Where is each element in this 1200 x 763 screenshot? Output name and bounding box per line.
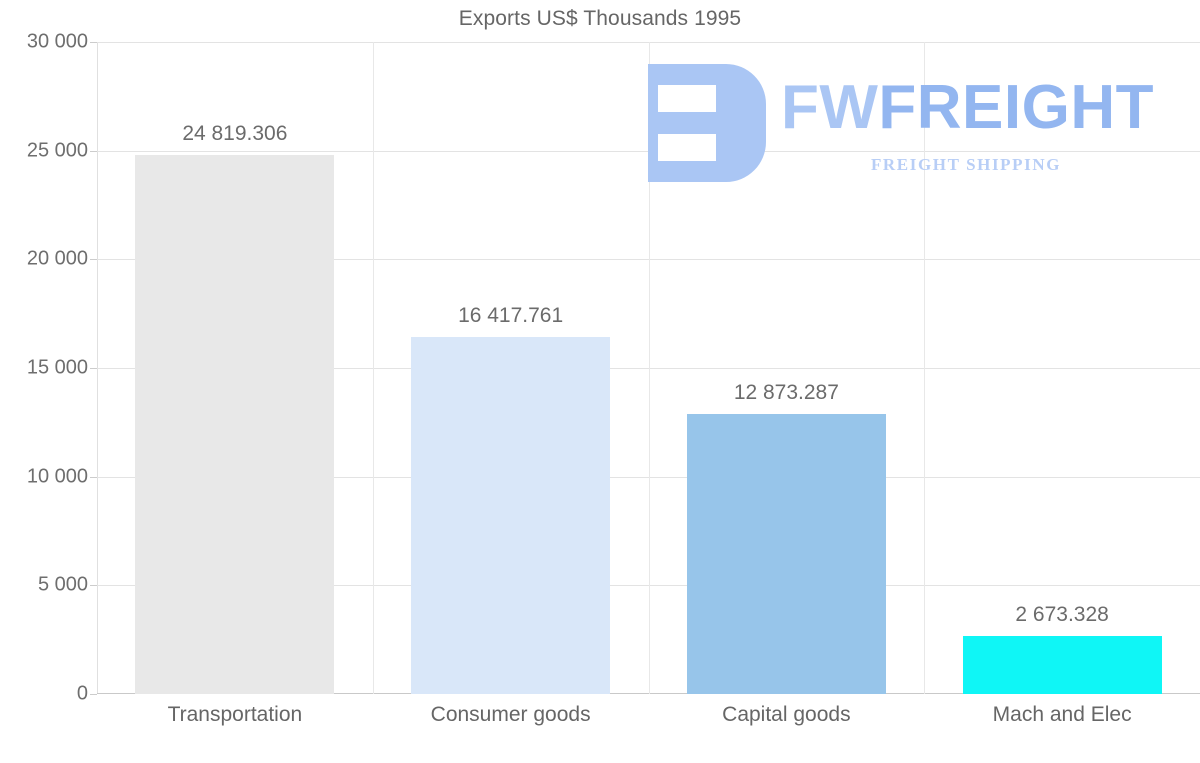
bar-transportation[interactable] — [135, 154, 335, 694]
y-axis-tick-mark — [90, 259, 97, 261]
bar-capital-goods[interactable] — [686, 414, 886, 694]
y-axis-tick-label: 20 000 — [26, 247, 88, 270]
gridline-vertical — [373, 42, 374, 694]
y-axis-tick-mark — [90, 368, 97, 369]
x-axis-baseline — [97, 693, 1200, 694]
y-axis-tick-label: 5 000 — [37, 573, 88, 596]
gridline-horizontal — [97, 259, 1200, 261]
y-axis-tick-mark — [90, 585, 97, 587]
bar-value-label: 24 819.306 — [182, 121, 288, 145]
y-axis-tick-mark — [90, 42, 97, 43]
gridline-horizontal — [97, 42, 1200, 43]
bar-value-label: 16 417.761 — [458, 304, 564, 328]
bar-value-label: 12 873.287 — [733, 381, 839, 405]
bar-mach-and-elec[interactable] — [962, 635, 1162, 694]
y-axis-tick-mark — [90, 694, 97, 695]
y-axis-tick-label: 30 000 — [26, 30, 88, 53]
y-axis-tick-mark — [90, 476, 97, 478]
gridline-horizontal — [97, 476, 1200, 478]
x-axis-tick-label: Mach and Elec — [992, 703, 1132, 726]
y-axis-tick-label: 25 000 — [26, 139, 88, 162]
y-axis-tick-mark — [90, 150, 97, 152]
plot-area: 24 819.306 16 417.761 12 873.287 2 673.328 — [90, 42, 1200, 695]
y-axis-tick-label: 0 — [76, 682, 88, 705]
x-axis-tick-label: Capital goods — [722, 703, 851, 726]
bar-consumer-goods[interactable] — [411, 337, 611, 694]
gridline-horizontal — [97, 368, 1200, 369]
y-axis-tick-label: 10 000 — [26, 465, 88, 488]
y-axis-tick-label: 15 000 — [26, 356, 88, 379]
gridline-vertical — [649, 42, 650, 694]
gridline-horizontal — [97, 585, 1200, 587]
bar-value-label: 2 673.328 — [1015, 602, 1109, 626]
gridline-vertical — [924, 42, 925, 694]
chart-title: Exports US$ Thousands 1995 — [458, 7, 742, 30]
x-axis-tick-label: Transportation — [167, 703, 303, 726]
x-axis-tick-label: Consumer goods — [430, 703, 591, 726]
